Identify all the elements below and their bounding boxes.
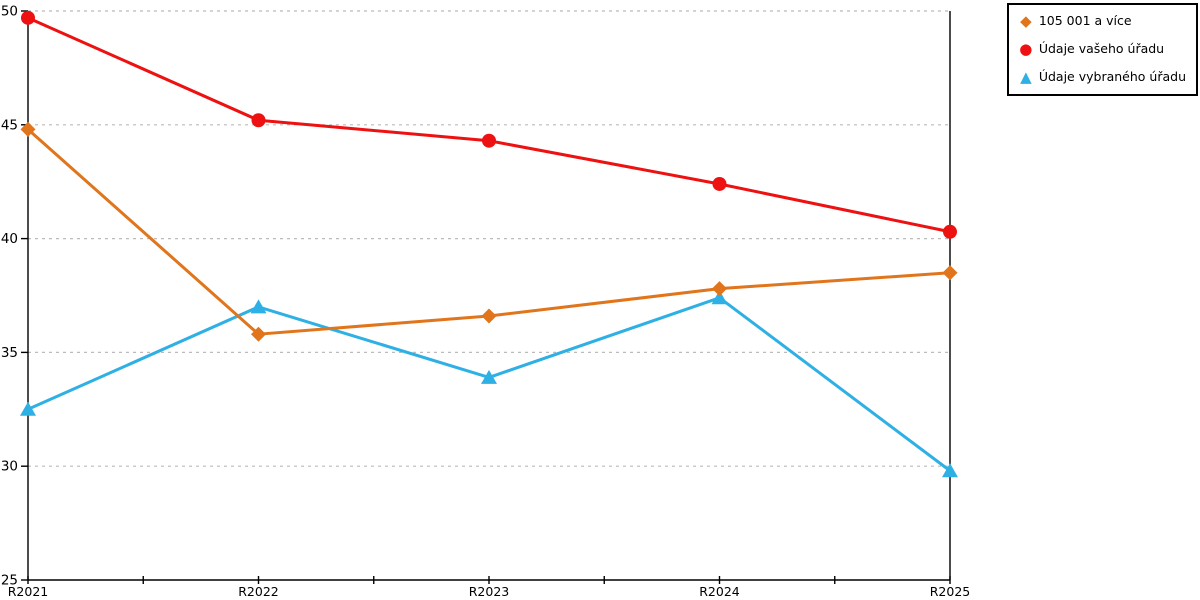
legend-label: Údaje vašeho úřadu [1038,41,1165,56]
diamond-icon: ◆ [1020,11,1032,30]
y-tick-label: 45 [1,117,18,133]
data-point[interactable] [712,176,727,191]
data-point[interactable] [943,224,957,239]
x-tick-label: R2023 [469,584,510,599]
data-point[interactable] [20,401,36,416]
legend: ◆ 105 001 a více ● Údaje vašeho úřadu ▲ … [1006,3,1198,96]
x-tick-label: R2022 [238,584,279,599]
series-line-2 [26,296,952,473]
y-tick-label: 30 [1,459,18,475]
legend-label: 105 001 a více [1038,13,1132,28]
data-point[interactable] [21,10,35,25]
data-point[interactable] [711,290,728,305]
data-point[interactable] [482,133,496,148]
series-line-0 [26,127,952,336]
data-point[interactable] [712,281,727,297]
data-point[interactable] [250,299,267,314]
x-tick-label: R2025 [930,584,971,599]
circle-icon: ● [1019,39,1033,58]
data-point[interactable] [942,265,958,281]
legend-item-udaje-vybraneho-uradu[interactable]: ▲ Údaje vybraného úřadu [1018,69,1186,85]
y-tick-label: 40 [1,231,18,247]
series-line-1 [26,16,952,234]
data-point[interactable] [251,326,266,342]
x-tick-label: R2021 [8,584,49,599]
y-tick-label: 50 [1,4,18,20]
triangle-icon: ▲ [1020,67,1032,86]
legend-item-udaje-vaseho-uradu[interactable]: ● Údaje vašeho úřadu [1018,41,1186,57]
data-point[interactable] [251,113,266,128]
y-tick-label: 25 [1,573,18,589]
y-tick-label: 35 [1,345,18,361]
data-point[interactable] [481,369,497,384]
legend-label: Údaje vybraného úřadu [1038,69,1186,84]
legend-item-105001-a-vice[interactable]: ◆ 105 001 a více [1018,13,1186,29]
data-point[interactable] [20,121,36,137]
data-point[interactable] [942,463,958,478]
data-point[interactable] [481,308,497,324]
x-tick-label: R2024 [699,584,740,599]
